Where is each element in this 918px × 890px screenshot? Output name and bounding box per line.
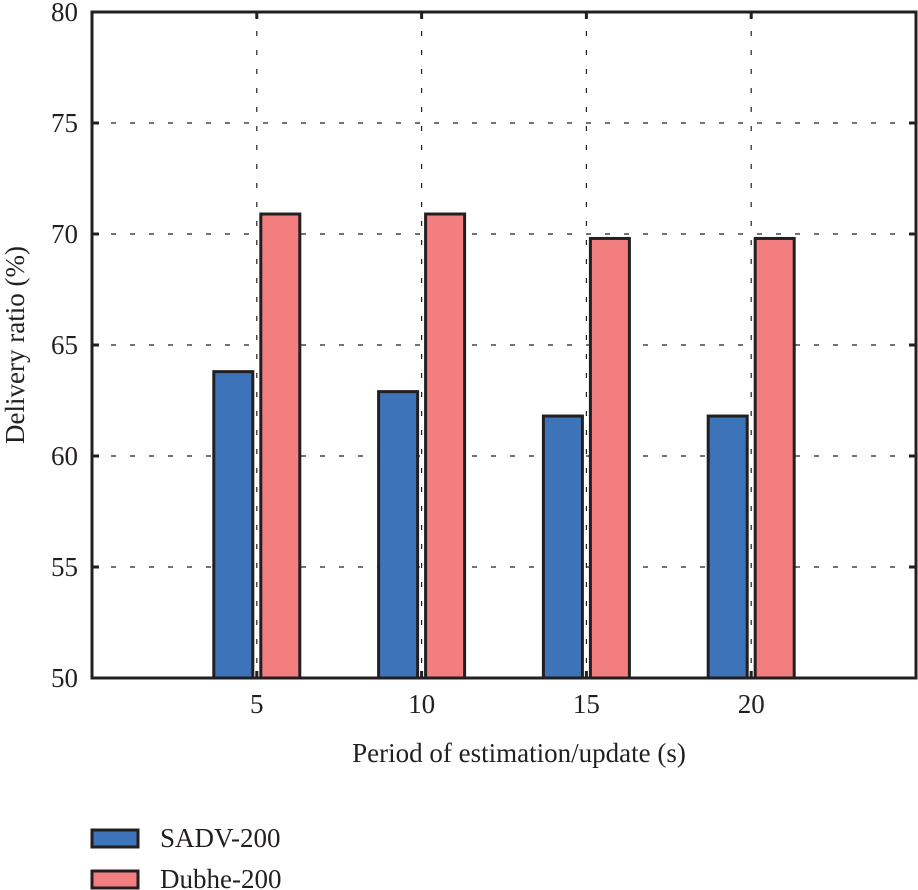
y-tick-label: 75 [51, 108, 78, 138]
legend: SADV-200 Dubhe-200 [90, 823, 281, 890]
x-axis-label: Period of estimation/update (s) [352, 738, 686, 768]
bar-dubhe-200-20 [753, 236, 796, 680]
legend-swatch [90, 828, 140, 849]
bar-sadv-200-5 [212, 370, 255, 680]
bar-dubhe-200-10 [424, 212, 467, 680]
bar-sadv-200-10 [377, 390, 420, 680]
bar-dubhe-200-5 [259, 212, 302, 680]
bars [212, 212, 796, 680]
axis-ticks [92, 10, 916, 680]
bar-sadv-200-15 [541, 414, 584, 680]
x-tick-label: 10 [408, 689, 435, 719]
x-tick-label: 20 [738, 689, 765, 719]
bar-dubhe-200-15 [588, 236, 631, 680]
x-tick-label: 15 [573, 689, 600, 719]
legend-label: SADV-200 [160, 823, 281, 853]
legend-label: Dubhe-200 [160, 864, 281, 890]
y-tick-label: 60 [51, 441, 78, 471]
y-tick-label: 50 [51, 663, 78, 693]
y-tick-label: 55 [51, 552, 78, 582]
y-axis-label: Delivery ratio (%) [0, 246, 30, 444]
y-tick-label: 70 [51, 219, 78, 249]
bar-sadv-200-20 [706, 414, 749, 680]
y-tick-label: 65 [51, 330, 78, 360]
x-tick-label: 5 [250, 689, 264, 719]
y-tick-label: 80 [51, 0, 78, 27]
x-tick-labels: 5 10 15 20 [250, 689, 765, 719]
y-tick-labels: 50 55 60 65 70 75 80 [51, 0, 78, 693]
legend-swatch [90, 869, 140, 890]
